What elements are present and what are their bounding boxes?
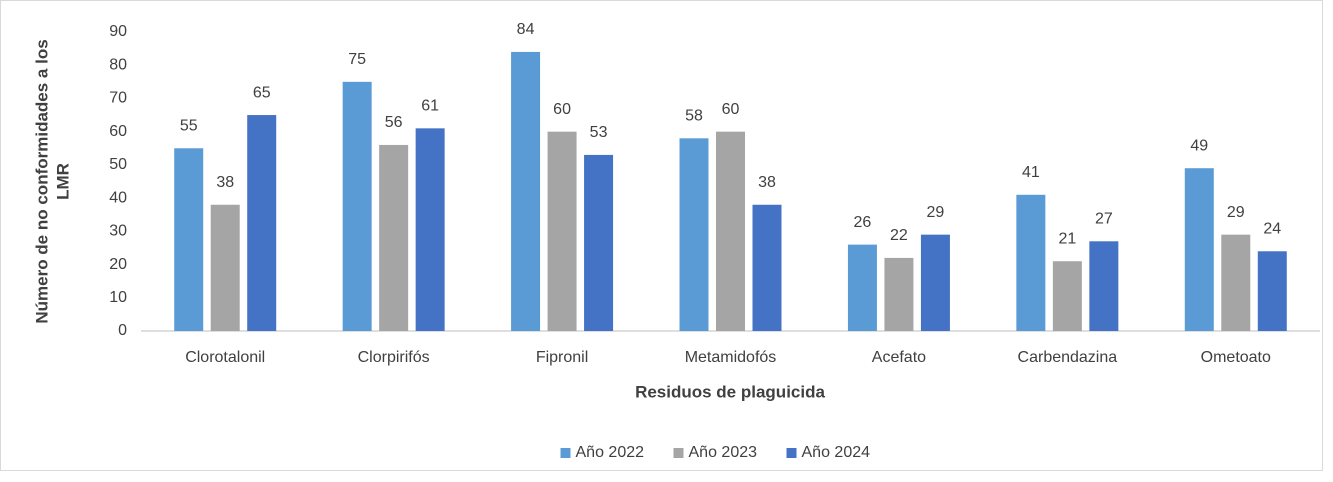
data-label: 53: [590, 124, 608, 141]
data-label: 38: [216, 174, 234, 191]
data-label: 38: [758, 174, 776, 191]
x-tick-label: Clorpirifós: [358, 349, 430, 366]
bar: [547, 131, 577, 331]
data-label: 41: [1022, 164, 1040, 181]
bar: [1016, 194, 1046, 331]
legend-swatch: [673, 448, 684, 458]
legend-label: Año 2022: [576, 444, 645, 461]
y-axis-title-line: LMR: [54, 163, 73, 200]
bar: [210, 204, 240, 331]
y-tick-label: 20: [109, 256, 127, 273]
y-tick-label: 90: [109, 23, 127, 40]
data-label: 22: [890, 227, 908, 244]
bar: [415, 128, 445, 331]
y-tick-label: 80: [109, 56, 127, 73]
bar: [884, 257, 914, 331]
y-tick-label: 10: [109, 289, 127, 306]
data-label: 21: [1058, 230, 1076, 247]
bar: [752, 204, 782, 331]
y-tick-label: 50: [109, 156, 127, 173]
bar: [1089, 241, 1119, 331]
legend-swatch: [786, 448, 797, 458]
bar: [584, 154, 614, 331]
data-label: 84: [517, 21, 535, 38]
bar: [1184, 168, 1214, 331]
data-label: 75: [348, 51, 366, 68]
data-label: 29: [927, 204, 945, 221]
x-axis-title: Residuos de plaguicida: [635, 382, 825, 401]
bar: [174, 148, 204, 331]
x-tick-label: Fipronil: [536, 349, 588, 366]
data-label: 26: [854, 214, 872, 231]
bar: [716, 131, 745, 331]
legend-label: Año 2023: [689, 444, 758, 461]
data-label: 61: [421, 98, 439, 115]
bar: [1257, 251, 1287, 331]
bar: [679, 138, 709, 331]
data-label: 24: [1263, 220, 1281, 237]
bar: [342, 81, 372, 331]
x-tick-label: Acefato: [872, 349, 926, 366]
y-tick-label: 40: [109, 189, 127, 206]
data-label: 65: [253, 84, 271, 101]
x-tick-label: Ometoato: [1201, 349, 1271, 366]
data-label: 49: [1190, 137, 1208, 154]
bar: [511, 51, 541, 331]
data-label: 56: [385, 114, 403, 131]
bar: [379, 144, 409, 331]
bar: [247, 115, 277, 331]
legend-label: Año 2024: [802, 444, 871, 461]
y-tick-label: 30: [109, 223, 127, 240]
bar: [1221, 234, 1251, 331]
y-axis-title: Número de no conformidades a los LMR: [33, 39, 73, 323]
data-label: 58: [685, 108, 703, 125]
data-label: 27: [1095, 211, 1113, 228]
legend-swatch: [560, 448, 571, 458]
x-tick-label: Clorotalonil: [185, 349, 265, 366]
bar: [1052, 261, 1082, 331]
data-label: 29: [1227, 204, 1245, 221]
bar: [847, 244, 877, 331]
y-tick-label: 0: [118, 322, 127, 339]
x-tick-label: Carbendazina: [1018, 349, 1118, 366]
data-label: 60: [553, 101, 571, 118]
y-tick-label: 70: [109, 90, 127, 107]
y-axis-title-line: Número de no conformidades a los: [33, 39, 52, 323]
y-tick-label: 60: [109, 123, 127, 140]
bar: [920, 234, 950, 331]
data-label: 55: [180, 117, 198, 134]
data-label: 60: [722, 101, 740, 118]
x-tick-label: Metamidofós: [685, 349, 777, 366]
